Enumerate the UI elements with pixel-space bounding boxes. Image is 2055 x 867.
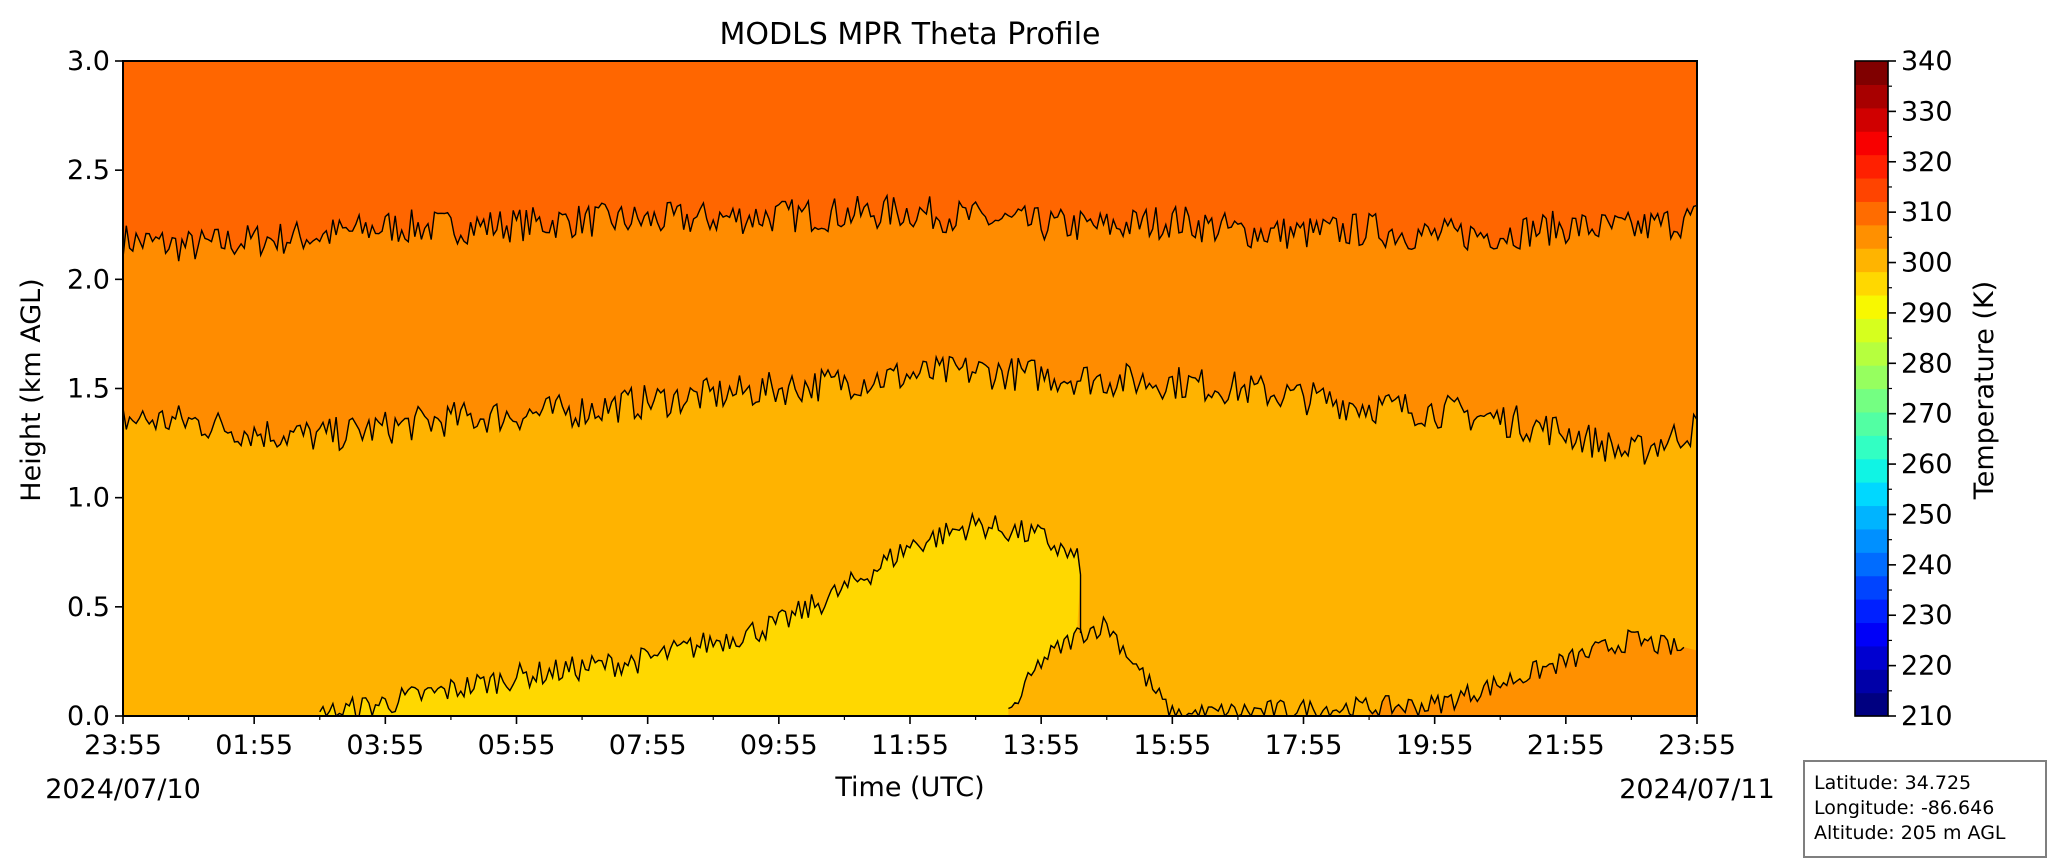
colorbar-segment bbox=[1855, 365, 1888, 390]
colorbar-segment bbox=[1855, 435, 1888, 460]
x-tick-label: 01:55 bbox=[215, 730, 293, 761]
colorbar-segment bbox=[1855, 224, 1888, 249]
colorbar-tick-label: 230 bbox=[1901, 600, 1953, 631]
colorbar-segment bbox=[1855, 294, 1888, 319]
colorbar-label: Temperature (K) bbox=[1969, 281, 2000, 500]
colorbar-segment bbox=[1855, 575, 1888, 600]
colorbar-tick-label: 320 bbox=[1901, 147, 1953, 178]
x-tick-label: 19:55 bbox=[1396, 730, 1474, 761]
fill-level-300-305 bbox=[123, 356, 1697, 716]
colorbar-tick-label: 260 bbox=[1901, 449, 1953, 480]
contour-lines bbox=[123, 193, 1697, 716]
colorbar-segment bbox=[1855, 458, 1888, 483]
colorbar-segment bbox=[1855, 201, 1888, 226]
colorbar-segment bbox=[1855, 131, 1888, 156]
colorbar-segment bbox=[1855, 61, 1888, 85]
longitude-text: Longitude: -86.646 bbox=[1814, 797, 1995, 819]
y-tick-label: 0.0 bbox=[67, 701, 110, 732]
chart-title: MODLS MPR Theta Profile bbox=[719, 17, 1100, 52]
colorbar-segment bbox=[1855, 318, 1888, 343]
x-tick-label: 15:55 bbox=[1133, 730, 1211, 761]
colorbar-segment bbox=[1855, 388, 1888, 413]
y-axis: 0.0 0.5 1.0 1.5 2.0 2.5 3.0 bbox=[67, 46, 123, 732]
colorbar-segment bbox=[1855, 505, 1888, 530]
x-tick-label: 07:55 bbox=[609, 730, 687, 761]
colorbar-tick-label: 300 bbox=[1901, 248, 1953, 279]
x-tick-label: 21:55 bbox=[1527, 730, 1605, 761]
colorbar-segment bbox=[1855, 154, 1888, 179]
fill-level-305-310-lower bbox=[1369, 630, 1697, 716]
colorbar-segment bbox=[1855, 669, 1888, 694]
colorbar-tick-label: 310 bbox=[1901, 197, 1953, 228]
x-tick-label: 11:55 bbox=[871, 730, 949, 761]
colorbar-segment bbox=[1855, 177, 1888, 202]
y-tick-label: 1.5 bbox=[67, 374, 110, 405]
x-tick-label: 03:55 bbox=[346, 730, 424, 761]
x-tick-label: 23:55 bbox=[84, 730, 162, 761]
contour-line-310 bbox=[123, 193, 1697, 262]
date-end-label: 2024/07/11 bbox=[1619, 774, 1775, 805]
y-axis-label: Height (km AGL) bbox=[16, 278, 47, 501]
x-axis-label: Time (UTC) bbox=[834, 772, 984, 803]
colorbar-segment bbox=[1855, 107, 1888, 132]
colorbar-segment bbox=[1855, 692, 1888, 717]
colorbar-segment bbox=[1855, 552, 1888, 577]
colorbar-segment bbox=[1855, 622, 1888, 647]
contour-line-300-lower bbox=[1008, 615, 1685, 716]
colorbar-tick-label: 240 bbox=[1901, 550, 1953, 581]
latitude-text: Latitude: 34.725 bbox=[1814, 772, 1972, 794]
colorbar-segment bbox=[1855, 482, 1888, 507]
colorbar-segment bbox=[1855, 84, 1888, 109]
colorbar-tick-label: 290 bbox=[1901, 298, 1953, 329]
colorbar-tick-label: 340 bbox=[1901, 46, 1953, 77]
station-info-box: Latitude: 34.725 Longitude: -86.646 Alti… bbox=[1803, 760, 2047, 858]
contour-line-305 bbox=[123, 354, 1697, 465]
x-tick-label: 13:55 bbox=[1002, 730, 1080, 761]
fill-level-295-300 bbox=[319, 514, 1081, 716]
y-tick-label: 0.5 bbox=[67, 592, 110, 623]
colorbar-tick-label: 250 bbox=[1901, 499, 1953, 530]
y-tick-label: 2.5 bbox=[67, 155, 110, 186]
x-tick-label: 17:55 bbox=[1265, 730, 1343, 761]
colorbar-tick-label: 220 bbox=[1901, 651, 1953, 682]
date-start-label: 2024/07/10 bbox=[45, 774, 201, 805]
y-tick-label: 1.0 bbox=[67, 483, 110, 514]
colorbar-tick-label: 270 bbox=[1901, 399, 1953, 430]
altitude-text: Altitude: 205 m AGL bbox=[1814, 822, 2006, 844]
colorbar-segment bbox=[1855, 599, 1888, 624]
colorbar-segment bbox=[1855, 528, 1888, 553]
colorbar-segment bbox=[1855, 271, 1888, 296]
x-tick-label: 05:55 bbox=[478, 730, 556, 761]
x-tick-label: 09:55 bbox=[740, 730, 818, 761]
colorbar-segment bbox=[1855, 341, 1888, 366]
plot-area bbox=[123, 61, 1697, 716]
colorbar-segment bbox=[1855, 411, 1888, 436]
colorbar-segment bbox=[1855, 248, 1888, 273]
colorbar: 210 220 230 240 250 260 270 280 290 300 310 320 330 3… bbox=[1854, 46, 1953, 732]
x-axis: 23:55 01:55 03:55 05:55 07:55 09:55 11:55 13:55… bbox=[84, 716, 1736, 761]
colorbar-tick-label: 330 bbox=[1901, 96, 1953, 127]
y-tick-label: 3.0 bbox=[67, 46, 110, 77]
colorbar-tick-label: 210 bbox=[1901, 701, 1953, 732]
y-tick-label: 2.0 bbox=[67, 264, 110, 295]
colorbar-tick-label: 280 bbox=[1901, 348, 1953, 379]
contour-line-300-upper bbox=[319, 511, 1082, 716]
colorbar-segment bbox=[1855, 645, 1888, 670]
x-tick-label: 23:55 bbox=[1658, 730, 1736, 761]
